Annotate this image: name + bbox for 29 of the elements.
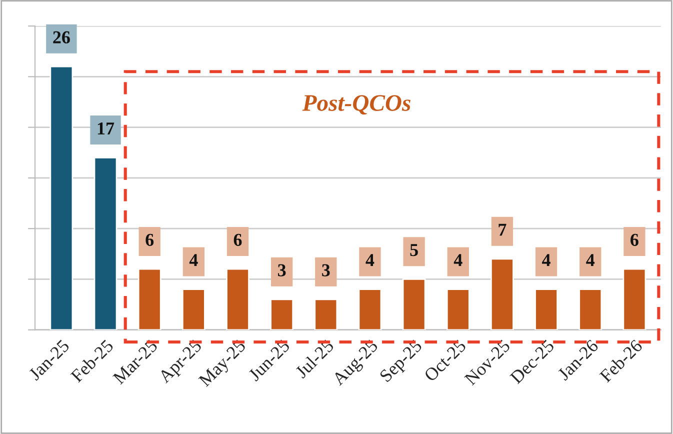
bar [446,288,470,330]
data-label: 4 [189,254,198,266]
data-label: 5 [410,244,418,256]
bar [578,288,602,330]
bar [138,268,162,330]
data-label: 3 [322,264,330,276]
data-label: 4 [586,254,595,266]
annotation: Post-QCOs [302,95,410,115]
data-label: 6 [630,234,638,246]
bar [314,298,338,330]
bar [622,268,646,330]
bar [226,268,250,330]
data-label: 4 [542,254,550,266]
data-label: 4 [454,254,462,266]
bar [358,288,382,330]
data-label: 6 [234,234,242,246]
bar [50,66,74,330]
data-label: 3 [278,264,286,276]
data-label: 26 [53,31,70,44]
data-label: 17 [98,122,114,134]
data-label: 7 [498,224,506,236]
bar [270,298,294,330]
bar [490,258,514,330]
data-label: 6 [146,234,154,246]
data-label: 4 [366,254,374,266]
bar [182,288,206,330]
bar [402,278,426,330]
bar [534,288,558,330]
bar [94,156,118,330]
